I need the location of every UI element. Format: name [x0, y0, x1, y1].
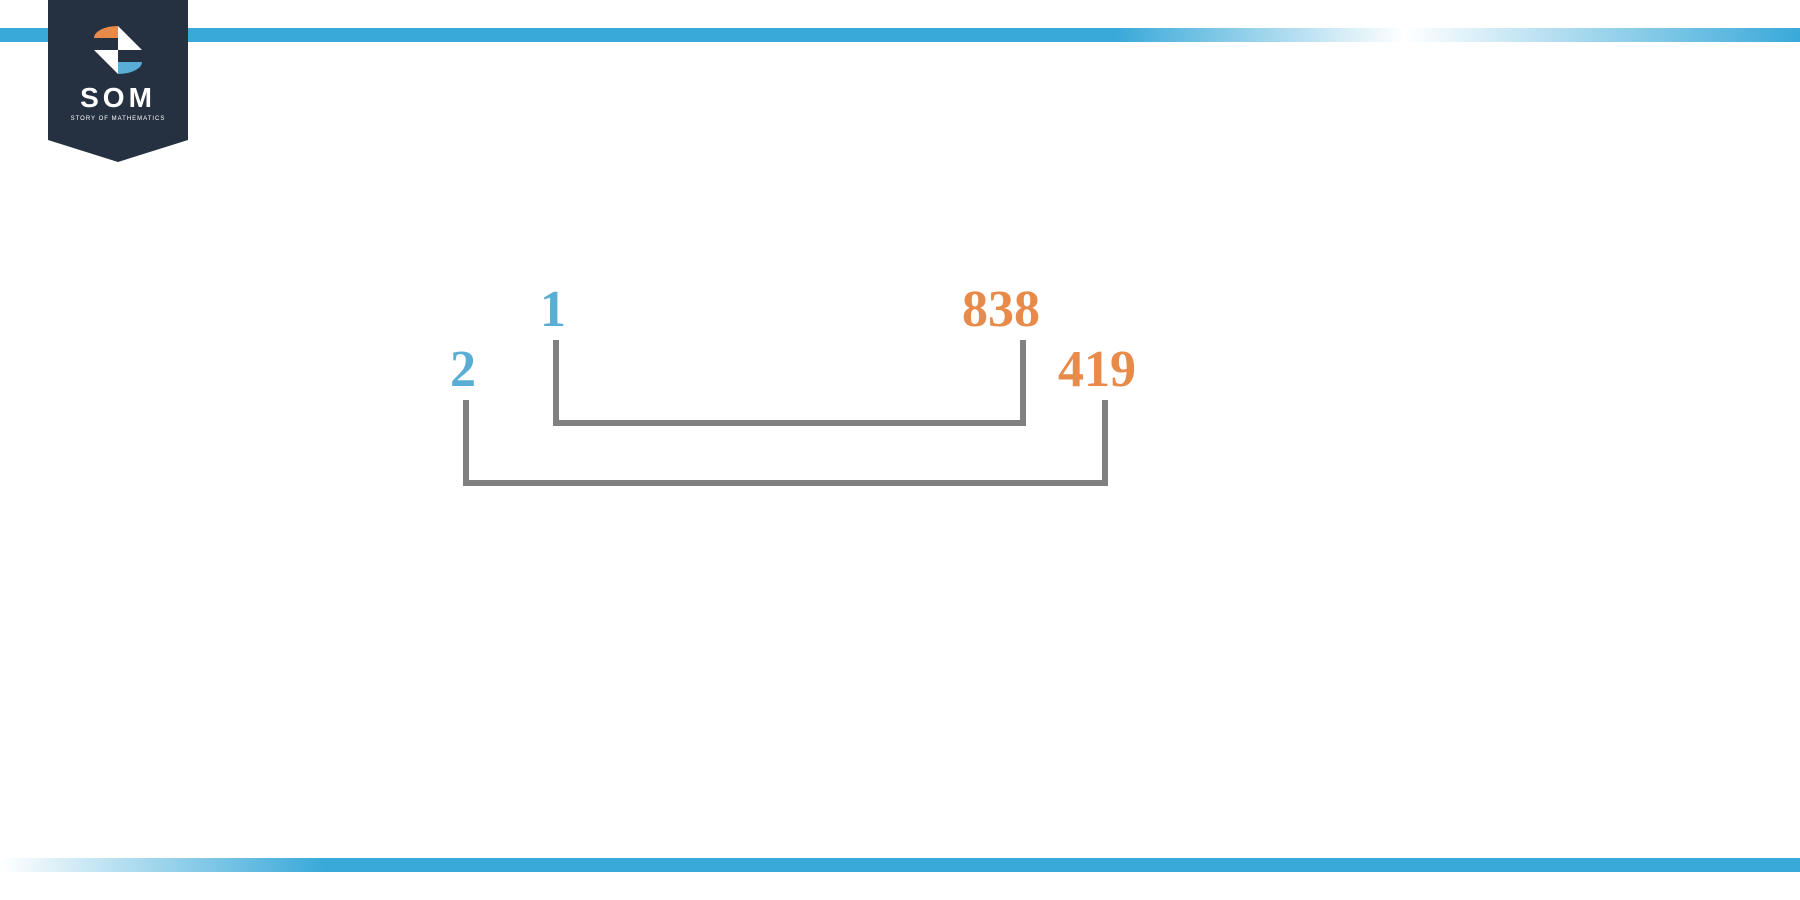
badge-chevron-icon	[48, 140, 188, 164]
factor-number-838: 838	[962, 280, 1040, 339]
som-logo-icon	[94, 26, 142, 74]
factor-number-2: 2	[450, 340, 476, 399]
factor-number-1: 1	[540, 280, 566, 339]
factor-diagram: 1 838 2 419	[450, 280, 1150, 540]
logo-title: SOM	[80, 82, 156, 114]
bottom-accent-bar	[0, 858, 1800, 872]
top-accent-bar	[0, 28, 1800, 42]
factor-number-419: 419	[1058, 340, 1136, 399]
outer-bracket	[463, 400, 1108, 486]
logo-subtitle: STORY OF MATHEMATICS	[71, 116, 166, 122]
logo-badge: SOM STORY OF MATHEMATICS	[48, 0, 188, 160]
badge-body: SOM STORY OF MATHEMATICS	[48, 0, 188, 140]
